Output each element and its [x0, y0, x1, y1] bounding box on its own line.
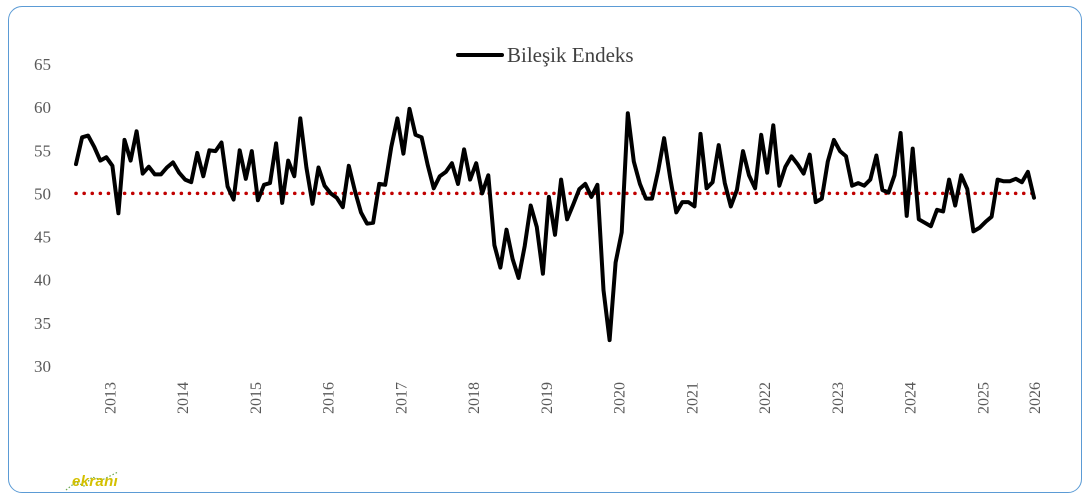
legend-label: Bileşik Endeks — [507, 43, 634, 67]
x-tick-label: 2018 — [466, 382, 483, 414]
x-tick-label: 2019 — [539, 382, 556, 414]
y-tick-label: 40 — [34, 271, 51, 290]
logo-text: ekranı — [72, 473, 118, 490]
x-tick-label: 2022 — [757, 382, 774, 414]
x-tick-label: 2017 — [393, 382, 410, 414]
series-line-bilesik-endeks — [74, 106, 1036, 343]
x-tick-label: 2020 — [612, 382, 629, 414]
y-tick-label: 45 — [34, 228, 51, 247]
y-tick-label: 60 — [34, 98, 51, 117]
x-tick-label: 2025 — [975, 382, 992, 414]
y-tick-label: 30 — [34, 357, 51, 376]
x-tick-label: 2014 — [175, 382, 192, 414]
x-tick-label: 2015 — [248, 382, 265, 414]
legend: Bileşik Endeks — [456, 43, 634, 67]
x-tick-label: 2023 — [830, 382, 847, 414]
x-tick-label: 2013 — [102, 382, 119, 414]
x-axis: 2013 2014 2015 2016 2017 2018 2019 2020 2021 2022… — [102, 382, 1044, 414]
x-tick-label: 2021 — [684, 382, 701, 414]
y-tick-label: 35 — [34, 314, 51, 333]
y-axis: 30 35 40 45 50 55 60 65 — [34, 55, 51, 376]
x-tick-label: 2026 — [1027, 382, 1044, 414]
x-tick-label: 2024 — [903, 382, 920, 414]
y-tick-label: 50 — [34, 184, 51, 203]
logo-trend-icon — [65, 471, 119, 491]
logo-icon — [65, 471, 119, 491]
y-tick-label: 65 — [34, 55, 51, 74]
y-tick-label: 55 — [34, 141, 51, 160]
x-tick-label: 2016 — [321, 382, 338, 414]
